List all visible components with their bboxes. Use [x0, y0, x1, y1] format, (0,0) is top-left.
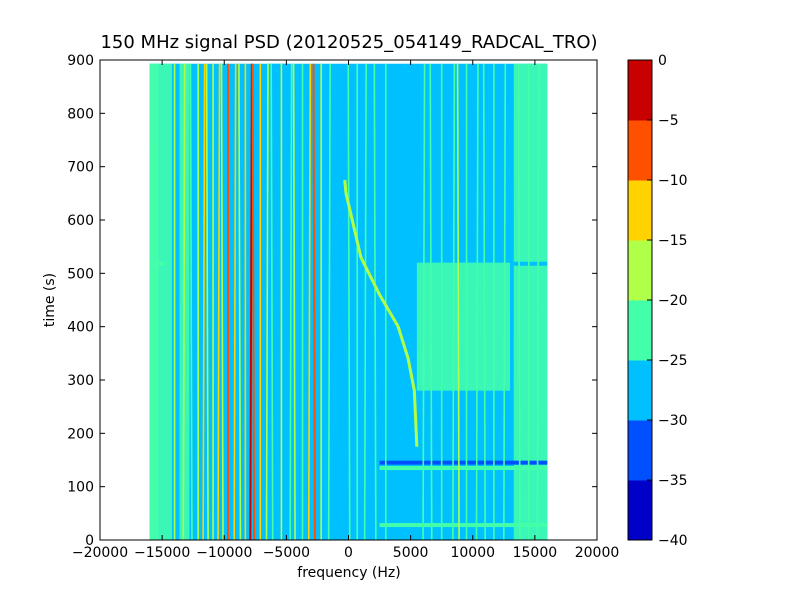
signal-line-30 [373, 63, 377, 540]
signal-line-29 [363, 63, 367, 540]
signal-line-38 [475, 63, 479, 540]
chart-title: 150 MHz signal PSD (20120525_054149_RADC… [100, 32, 597, 53]
colorbar-tick-label: −5 [658, 113, 679, 129]
signal-line-33 [429, 63, 433, 540]
y-tick-label: 900 [67, 53, 94, 69]
signal-line-14 [249, 63, 253, 540]
colorbar-tick-label: −35 [658, 473, 688, 489]
colorbar-segment [628, 480, 652, 541]
signal-line-11 [233, 63, 237, 540]
colorbar-tick-label: −20 [658, 293, 688, 309]
y-tick-label: 600 [67, 213, 94, 229]
signal-line-35 [452, 63, 456, 540]
heatmap [149, 63, 548, 540]
x-tick-label: 20000 [575, 545, 620, 561]
colorbar-segment [628, 240, 652, 301]
colorbar-tick-label: −25 [658, 353, 688, 369]
colorbar-tick-label: 0 [658, 53, 667, 69]
y-tick-label: 300 [67, 373, 94, 389]
heatmap-region-7 [149, 63, 159, 540]
colorbar-segment [628, 60, 652, 121]
signal-line-17 [265, 63, 269, 540]
heatmap-band-1 [379, 466, 548, 470]
heatmap-region-4 [379, 390, 513, 540]
signal-line-24 [312, 63, 316, 540]
heatmap-band-2 [379, 460, 548, 465]
signal-line-8 [217, 63, 221, 540]
heatmap-band-0 [379, 523, 548, 528]
signal-line-2 [182, 63, 186, 540]
colorbar-segment [628, 360, 652, 421]
signal-line-5 [202, 63, 206, 540]
signal-line-20 [289, 63, 293, 540]
y-tick-label: 200 [67, 426, 94, 442]
signal-line-26 [327, 63, 331, 540]
signal-line-36 [456, 63, 460, 540]
heatmap-region-1 [172, 63, 180, 540]
colorbar-segment [628, 120, 652, 181]
x-tick-label: −10000 [196, 545, 252, 561]
signal-line-6 [205, 63, 209, 540]
x-tick-label: −15000 [134, 545, 190, 561]
signal-line-44 [536, 63, 540, 540]
colorbar-segment [628, 300, 652, 361]
x-tick-label: −20000 [72, 545, 128, 561]
colorbar: −40 −35 −30 −25 −20 −15 −10 −5 0 [627, 53, 688, 549]
colorbar-tick-label: −15 [658, 233, 688, 249]
heatmap-band-3 [149, 261, 165, 266]
colorbar-segment [628, 180, 652, 241]
colorbar-segments [628, 60, 652, 541]
signal-line-0 [154, 63, 158, 540]
y-tick-label: 700 [67, 160, 94, 176]
signal-line-32 [422, 63, 426, 540]
x-tick-label: 0 [344, 545, 353, 561]
x-axis-ticks: −20000 −15000 −10000 −5000 0 5000 10000 15000 20… [72, 60, 619, 561]
x-tick-label: 10000 [450, 545, 495, 561]
colorbar-tick-label: −10 [658, 173, 688, 189]
y-tick-label: 100 [67, 480, 94, 496]
signal-line-12 [238, 63, 242, 540]
signal-line-39 [482, 63, 486, 540]
y-tick-label: 800 [67, 106, 94, 122]
y-tick-label: 0 [85, 533, 94, 549]
signal-line-18 [270, 63, 274, 540]
drifting-signal [343, 179, 419, 447]
signal-line-3 [189, 63, 193, 540]
y-axis-ticks: 0 100 200 300 400 500 600 700 800 900 [67, 53, 597, 549]
signal-line-42 [517, 63, 521, 540]
y-axis-label: time (s) [42, 273, 58, 327]
y-tick-label: 400 [67, 320, 94, 336]
signal-line-41 [503, 63, 507, 540]
x-tick-label: 15000 [513, 545, 558, 561]
y-tick-label: 500 [67, 266, 94, 282]
x-tick-label: 5000 [393, 545, 429, 561]
colorbar-segment [628, 420, 652, 481]
heatmap-band-4 [513, 261, 548, 266]
colorbar-ticks: −40 −35 −30 −25 −20 −15 −10 −5 0 [647, 53, 688, 549]
signal-line-27 [347, 63, 351, 540]
colorbar-tick-label: −30 [658, 413, 688, 429]
signal-line-9 [220, 63, 224, 540]
signal-line-15 [251, 63, 256, 540]
signal-line-23 [307, 63, 312, 540]
signal-line-21 [292, 63, 296, 540]
colorbar-tick-label: −40 [658, 533, 688, 549]
plot-area: −20000 −15000 −10000 −5000 0 5000 10000 15000 20… [67, 53, 619, 561]
x-tick-label: −5000 [263, 545, 310, 561]
x-axis-label: frequency (Hz) [297, 565, 400, 581]
